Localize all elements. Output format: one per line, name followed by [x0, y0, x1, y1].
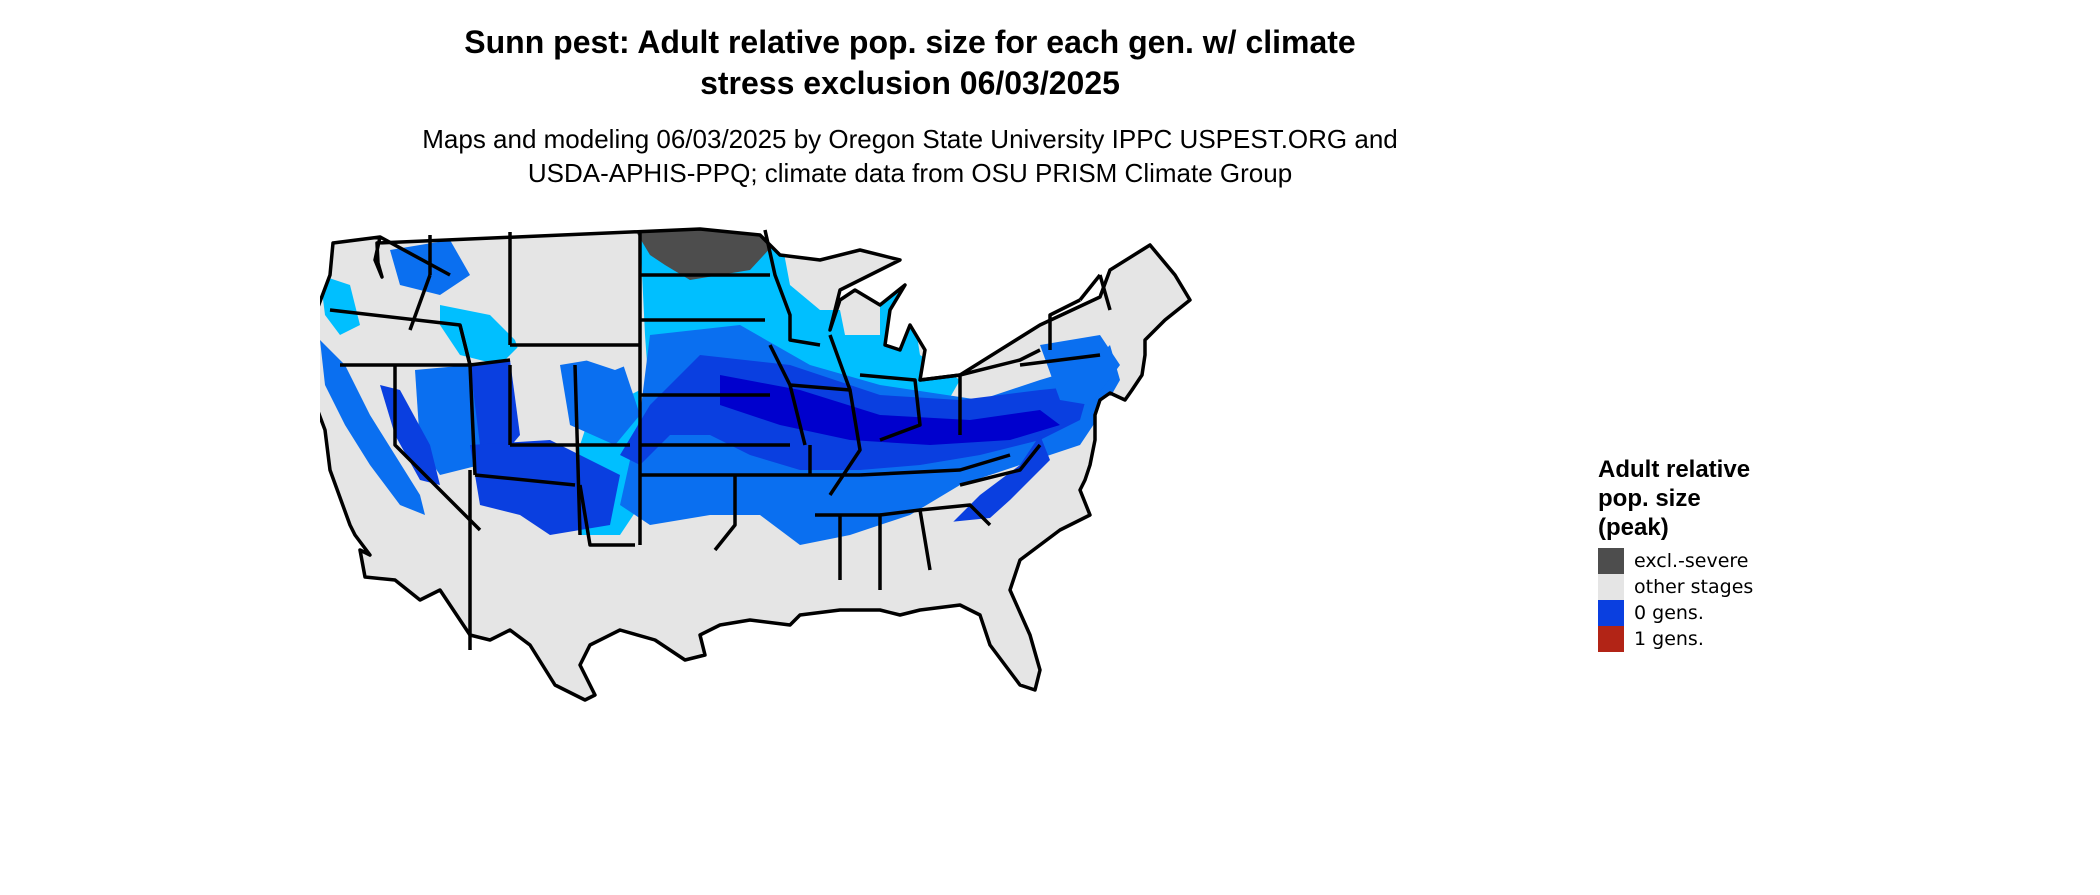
arizona-nm-patch — [470, 440, 620, 535]
us-map — [320, 227, 1192, 702]
california-coast-patch — [320, 340, 425, 515]
legend: Adult relative pop. size (peak) excl.-se… — [1598, 455, 1753, 652]
subtitle-line-1: Maps and modeling 06/03/2025 by Oregon S… — [422, 124, 1398, 154]
legend-item-excl-severe: excl.-severe — [1598, 548, 1753, 574]
state-borders — [320, 227, 1192, 702]
map-subtitle: Maps and modeling 06/03/2025 by Oregon S… — [0, 122, 1820, 190]
idaho-patch — [440, 305, 520, 365]
legend-item-other-stages: other stages — [1598, 574, 1753, 600]
map-title: Sunn pest: Adult relative pop. size for … — [0, 22, 1820, 104]
washington-patch — [320, 275, 360, 335]
northeast-blue — [1040, 335, 1120, 405]
colorado-patch — [560, 355, 640, 445]
excl-severe-northeast — [988, 237, 1040, 270]
legend-label-1-gens: 1 gens. — [1634, 628, 1704, 650]
legend-label-excl-severe: excl.-severe — [1634, 550, 1749, 572]
excl-severe-north — [635, 229, 775, 280]
title-line-2: stress exclusion 06/03/2025 — [700, 65, 1120, 101]
title-line-1: Sunn pest: Adult relative pop. size for … — [464, 24, 1356, 60]
legend-item-1-gens: 1 gens. — [1598, 626, 1753, 652]
legend-title: Adult relative pop. size (peak) — [1598, 455, 1753, 542]
subtitle-line-2: USDA-APHIS-PPQ; climate data from OSU PR… — [527, 158, 1293, 188]
legend-title-line-2: pop. size — [1598, 485, 1701, 512]
legend-swatch-0-gens — [1598, 600, 1624, 626]
darkest-blue-strip — [720, 375, 1060, 445]
legend-swatch-1-gens — [1598, 626, 1624, 652]
legend-label-0-gens: 0 gens. — [1634, 602, 1704, 624]
legend-item-0-gens: 0 gens. — [1598, 600, 1753, 626]
legend-label-other-stages: other stages — [1634, 576, 1754, 598]
legend-swatch-other-stages — [1598, 574, 1624, 600]
legend-title-line-1: Adult relative — [1598, 456, 1751, 483]
legend-swatch-excl-severe — [1598, 548, 1624, 574]
legend-title-line-3: (peak) — [1598, 514, 1669, 541]
utah-patch — [470, 360, 520, 465]
